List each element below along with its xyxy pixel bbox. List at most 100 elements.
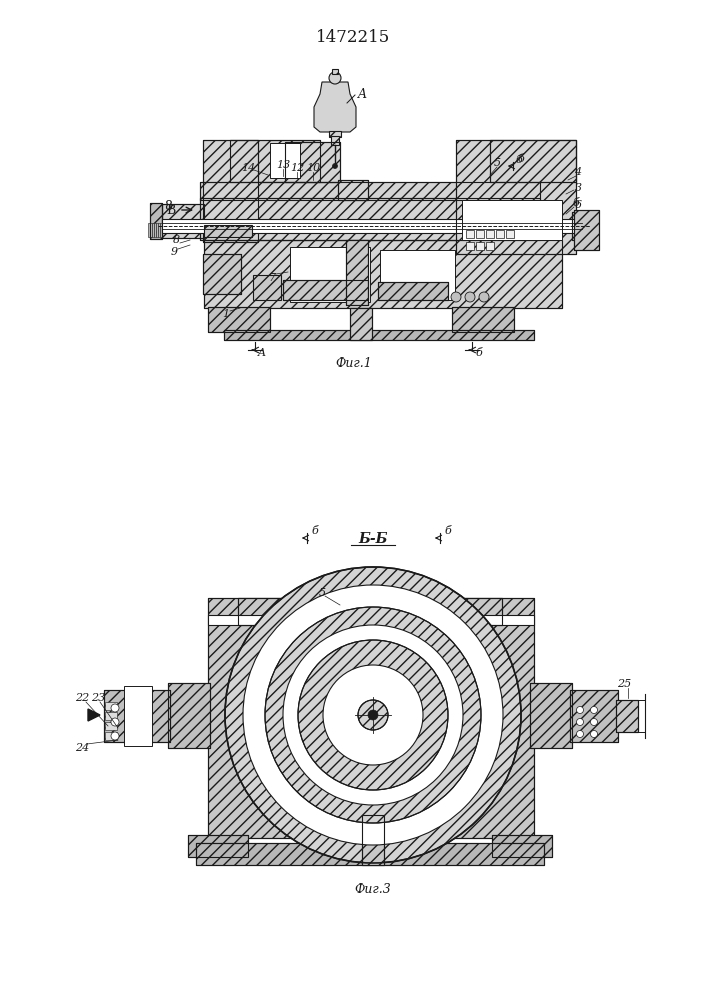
Bar bbox=[152, 223, 154, 237]
Bar bbox=[496, 230, 504, 238]
Text: 4: 4 bbox=[574, 167, 582, 177]
Bar bbox=[283, 280, 368, 300]
Circle shape bbox=[225, 567, 521, 863]
Circle shape bbox=[479, 292, 489, 302]
Polygon shape bbox=[308, 582, 435, 615]
Bar bbox=[208, 598, 534, 838]
Text: б: б bbox=[444, 526, 451, 536]
Bar bbox=[490, 140, 576, 182]
Bar bbox=[283, 280, 368, 300]
Text: 25: 25 bbox=[617, 679, 631, 689]
Bar bbox=[156, 223, 158, 237]
Bar bbox=[162, 204, 204, 238]
Text: б: б bbox=[515, 155, 522, 165]
Text: A: A bbox=[358, 89, 366, 102]
Text: 14: 14 bbox=[241, 163, 255, 173]
Bar bbox=[570, 690, 618, 742]
Circle shape bbox=[332, 163, 337, 168]
Bar bbox=[574, 210, 599, 250]
Bar bbox=[148, 223, 150, 237]
Polygon shape bbox=[88, 709, 100, 721]
Bar bbox=[168, 683, 210, 748]
Bar bbox=[200, 198, 540, 240]
Bar bbox=[616, 700, 638, 732]
Bar bbox=[154, 223, 156, 237]
Bar bbox=[105, 722, 117, 730]
Text: 23: 23 bbox=[91, 693, 105, 703]
Bar bbox=[350, 308, 372, 340]
Bar bbox=[378, 282, 448, 300]
Circle shape bbox=[298, 640, 448, 790]
Bar bbox=[285, 142, 340, 182]
Bar bbox=[338, 180, 368, 200]
Text: 24: 24 bbox=[75, 743, 89, 753]
Bar bbox=[238, 598, 308, 625]
Bar bbox=[574, 210, 599, 250]
Text: 8: 8 bbox=[173, 235, 180, 245]
Text: 1472215: 1472215 bbox=[316, 28, 390, 45]
Circle shape bbox=[283, 625, 463, 805]
Circle shape bbox=[590, 730, 597, 738]
Text: Фиг.1: Фиг.1 bbox=[336, 357, 373, 370]
Bar bbox=[572, 212, 590, 240]
Bar bbox=[160, 223, 162, 237]
Bar bbox=[456, 140, 576, 254]
Bar bbox=[238, 598, 308, 625]
Circle shape bbox=[465, 292, 475, 302]
Bar bbox=[452, 307, 514, 332]
Bar bbox=[572, 212, 590, 240]
Bar bbox=[204, 240, 562, 308]
Bar bbox=[486, 242, 494, 250]
Bar bbox=[150, 203, 162, 239]
Bar bbox=[230, 140, 320, 182]
Bar bbox=[150, 223, 152, 237]
Circle shape bbox=[329, 72, 341, 84]
Bar bbox=[346, 240, 368, 305]
Bar bbox=[432, 598, 502, 625]
Bar bbox=[200, 198, 540, 240]
Bar bbox=[230, 140, 320, 182]
Bar bbox=[224, 330, 534, 340]
Bar bbox=[196, 843, 544, 865]
Circle shape bbox=[111, 732, 119, 740]
Bar bbox=[203, 140, 258, 242]
Bar bbox=[530, 683, 572, 748]
Bar bbox=[329, 131, 341, 137]
Bar bbox=[492, 835, 552, 857]
Text: б: б bbox=[573, 198, 579, 208]
Text: 13: 13 bbox=[276, 160, 290, 170]
Bar bbox=[270, 143, 300, 178]
Bar bbox=[200, 182, 540, 200]
Bar bbox=[476, 230, 484, 238]
Bar bbox=[104, 690, 170, 742]
Bar bbox=[208, 307, 270, 332]
Text: б: б bbox=[517, 154, 524, 164]
Text: 5: 5 bbox=[318, 588, 325, 598]
Bar bbox=[150, 203, 162, 239]
Text: 8: 8 bbox=[164, 200, 172, 214]
Text: Б-Б: Б-Б bbox=[358, 532, 387, 546]
Bar bbox=[338, 180, 368, 200]
Text: B: B bbox=[167, 204, 176, 217]
Bar bbox=[490, 140, 576, 182]
Circle shape bbox=[243, 585, 503, 845]
Bar bbox=[285, 142, 340, 182]
Text: A: A bbox=[258, 348, 266, 358]
Text: 10: 10 bbox=[306, 163, 320, 173]
Bar bbox=[456, 140, 576, 254]
Circle shape bbox=[451, 292, 461, 302]
Bar bbox=[204, 225, 252, 237]
Bar bbox=[203, 254, 241, 294]
Circle shape bbox=[111, 718, 119, 726]
Bar bbox=[200, 182, 540, 200]
Circle shape bbox=[590, 706, 597, 714]
Bar bbox=[204, 240, 562, 308]
Bar bbox=[476, 242, 484, 250]
Circle shape bbox=[358, 700, 388, 730]
Bar bbox=[530, 683, 572, 748]
Text: б: б bbox=[311, 526, 317, 536]
Bar bbox=[290, 247, 370, 302]
Bar bbox=[162, 219, 582, 233]
Bar bbox=[308, 598, 435, 615]
Bar bbox=[105, 712, 117, 720]
